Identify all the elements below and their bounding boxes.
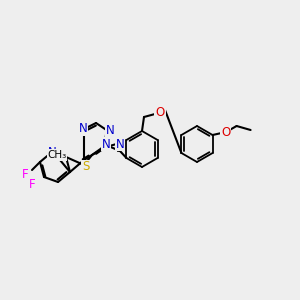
Text: S: S — [82, 160, 90, 173]
Text: N: N — [106, 124, 114, 137]
Text: O: O — [155, 106, 165, 118]
Text: O: O — [221, 125, 230, 139]
Text: CH₃: CH₃ — [47, 150, 67, 160]
Text: N: N — [116, 137, 124, 151]
Text: N: N — [79, 122, 87, 136]
Text: F: F — [29, 178, 35, 190]
Text: F: F — [22, 169, 28, 182]
Text: N: N — [48, 146, 56, 158]
Text: N: N — [102, 137, 110, 151]
